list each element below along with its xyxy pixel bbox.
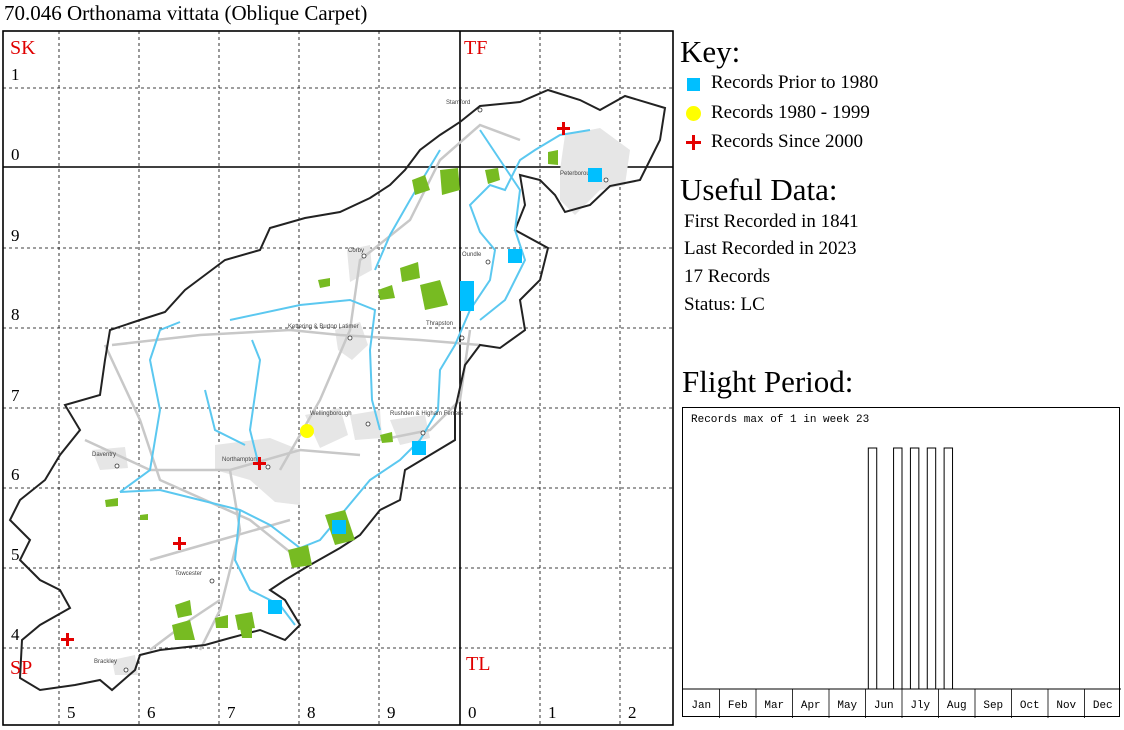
yellow-circle-icon [686, 105, 701, 121]
page-title: 70.046 Orthonama vittata (Oblique Carpet… [4, 1, 368, 25]
square-label-sk: SK [10, 37, 36, 59]
grid-minor [3, 31, 673, 725]
flight-period-chart: Jan Feb Mar Apr May Jun Jly Aug Sep Oct Nov Dec Rec… [682, 407, 1121, 718]
key-label: Records Prior to 1980 [711, 72, 879, 93]
row-label: 1 [11, 65, 20, 84]
status: Status: LC [684, 294, 765, 315]
key-label: Records 1980 - 1999 [711, 102, 870, 123]
county-boundary [8, 88, 667, 692]
month-label: Oct [1020, 700, 1040, 712]
key-item-1980-1999: Records 1980 - 1999 [686, 102, 870, 124]
distribution-map: Stamford Peterborough Corby Oundle Kette… [2, 30, 674, 726]
place-label: Thrapston [426, 321, 453, 327]
town-markers [114, 107, 609, 673]
record-count: 17 Records [684, 266, 771, 287]
record-prior-1980[interactable] [268, 600, 282, 614]
record-since-2000[interactable] [61, 122, 570, 646]
place-label: Brackley [94, 659, 117, 665]
flight-chart-svg: Jan Feb Mar Apr May Jun Jly Aug Sep Oct Nov Dec [683, 447, 1121, 718]
record-prior-1980[interactable] [508, 249, 522, 263]
woodland [105, 150, 558, 640]
record-prior-1980[interactable] [412, 441, 426, 455]
record-prior-1980[interactable] [588, 168, 602, 182]
place-label: Northampton [222, 457, 257, 463]
place-label: Wellingborough [310, 411, 352, 417]
col-label: 0 [468, 703, 477, 722]
col-label: 2 [628, 703, 637, 722]
col-label: 5 [67, 703, 76, 722]
month-label: Nov [1056, 700, 1076, 712]
square-label-tl: TL [466, 653, 490, 675]
place-label: Corby [348, 248, 364, 254]
flight-period-title: Flight Period: [682, 364, 854, 399]
record-prior-1980[interactable] [332, 520, 346, 534]
flight-bar [943, 447, 954, 690]
place-label: Rushden & Higham Ferrers [390, 411, 463, 417]
month-label: Jun [874, 700, 894, 712]
first-recorded: First Recorded in 1841 [684, 211, 859, 232]
key-title: Key: [680, 34, 741, 69]
row-label: 0 [11, 145, 20, 164]
blue-square-icon [687, 77, 700, 91]
row-label: 5 [11, 545, 20, 564]
red-cross-icon [686, 134, 701, 150]
col-label: 7 [227, 703, 236, 722]
month-label: May [837, 700, 857, 712]
useful-data-title: Useful Data: [680, 172, 838, 207]
place-label: Stamford [446, 100, 470, 106]
month-label: Dec [1093, 700, 1113, 712]
row-label: 7 [11, 386, 20, 405]
month-label: Jly [910, 700, 930, 712]
col-label: 1 [548, 703, 557, 722]
flight-bar [926, 447, 937, 690]
records [61, 122, 602, 646]
flight-bar [909, 447, 920, 690]
col-label: 9 [387, 703, 396, 722]
row-label: 8 [11, 305, 20, 324]
square-label-tf: TF [464, 37, 487, 59]
col-label: 8 [307, 703, 316, 722]
key-label: Records Since 2000 [711, 131, 863, 152]
month-label: Aug [947, 700, 967, 712]
month-label: Jan [691, 700, 711, 712]
col-label: 6 [147, 703, 156, 722]
row-label: 4 [11, 625, 20, 644]
row-label: 9 [11, 226, 20, 245]
month-label: Sep [983, 700, 1003, 712]
flight-bar [893, 447, 903, 690]
month-label: Mar [764, 700, 784, 712]
record-prior-1980[interactable] [460, 289, 474, 303]
last-recorded: Last Recorded in 2023 [684, 238, 857, 259]
roads [84, 123, 521, 651]
place-label: Peterborough [560, 171, 596, 177]
place-label: Kettering & Burton Latimer [288, 324, 359, 330]
flight-bar [867, 447, 878, 690]
key-item-since-2000: Records Since 2000 [686, 131, 863, 153]
square-label-sp: SP [10, 657, 32, 679]
chart-caption: Records max of 1 in week 23 [691, 414, 870, 426]
month-label: Feb [728, 700, 748, 712]
month-label: Apr [801, 700, 821, 712]
place-label: Towcester [175, 571, 202, 577]
urban-areas [92, 128, 630, 675]
key-item-prior-1980: Records Prior to 1980 [686, 72, 878, 94]
place-label: Oundle [462, 252, 482, 258]
row-label: 6 [11, 465, 20, 484]
place-label: Daventry [92, 452, 116, 458]
record-1980-1999[interactable] [300, 424, 314, 438]
